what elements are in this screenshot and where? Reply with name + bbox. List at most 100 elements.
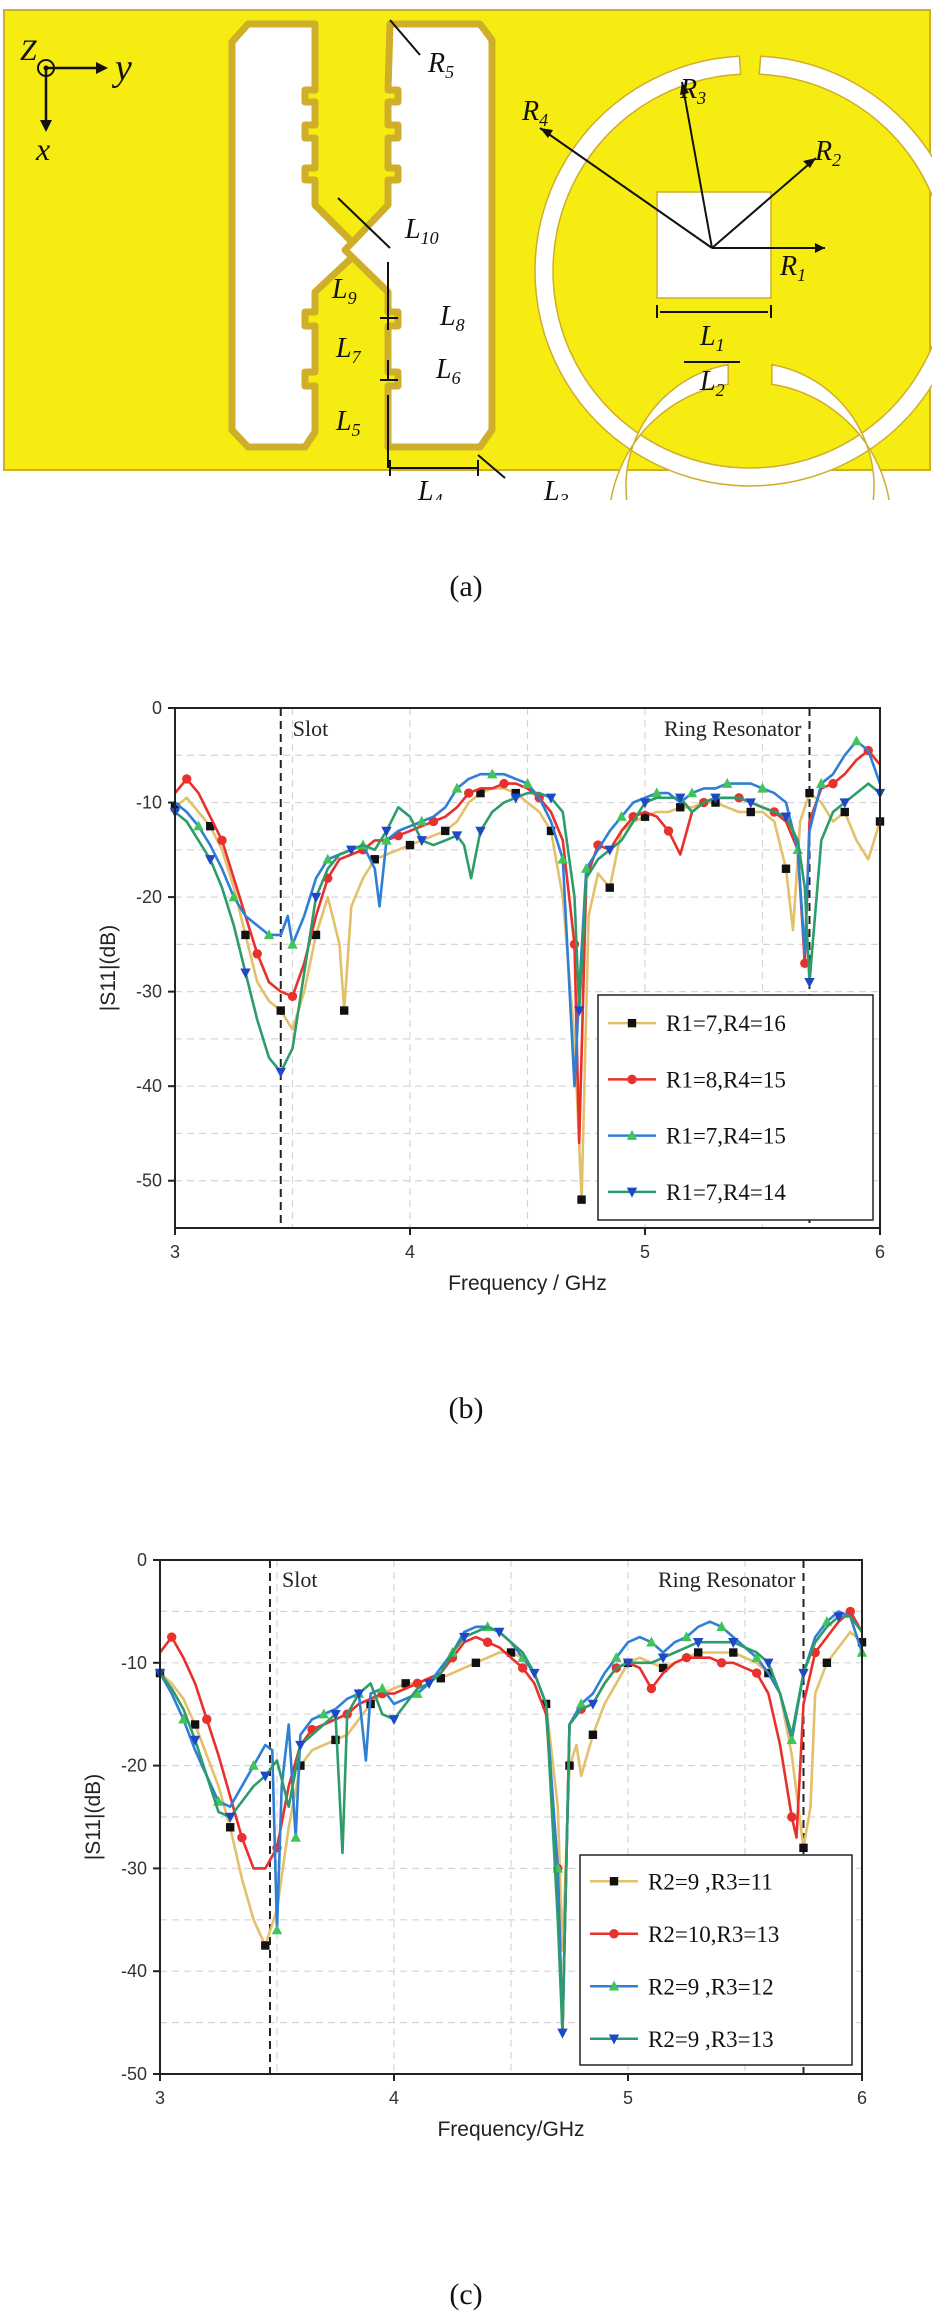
y-tick-label: 0 (137, 1550, 147, 1570)
x-tick-label: 5 (623, 2088, 633, 2108)
data-point (205, 855, 216, 865)
x-tick-label: 5 (640, 1242, 650, 1262)
data-point (487, 768, 498, 779)
y-tick-label: -40 (121, 1961, 147, 1981)
caption-b: (b) (448, 1392, 484, 1425)
data-point (248, 1759, 259, 1770)
data-point (237, 1832, 247, 1843)
x-tick-label: 3 (170, 1242, 180, 1262)
data-point (676, 803, 685, 812)
data-point (681, 1652, 692, 1663)
legend-marker (609, 1877, 619, 1886)
data-point (751, 1651, 762, 1662)
data-point (799, 1843, 808, 1853)
data-point (190, 1720, 200, 1729)
data-point (475, 826, 486, 837)
data-point (290, 1831, 301, 1842)
label-l1: L1 (699, 321, 725, 355)
data-point (388, 1715, 400, 1726)
data-point (604, 845, 615, 856)
y-tick-label: -50 (136, 1171, 162, 1191)
data-point (240, 968, 251, 979)
label-l7: L7 (335, 333, 362, 367)
data-point (657, 1653, 669, 1664)
data-point (206, 821, 215, 831)
data-point (271, 1924, 283, 1935)
data-point (518, 1663, 528, 1673)
series-line (174, 782, 881, 1074)
grid (160, 1560, 862, 2074)
data-point (822, 1658, 832, 1667)
data-point (370, 855, 379, 864)
y-tick-label: -50 (121, 2064, 147, 2084)
data-point (693, 1638, 704, 1648)
data-point (694, 1648, 703, 1657)
x-tick-label: 4 (405, 1242, 415, 1262)
data-point (576, 1698, 587, 1709)
legend-marker (626, 1187, 638, 1198)
label-l3: L3 (543, 476, 569, 500)
annotation-slot: Slot (282, 1567, 317, 1592)
y-tick-label: -30 (136, 982, 162, 1002)
data-point (287, 991, 298, 1002)
data-point (546, 826, 556, 836)
data-point (441, 826, 450, 836)
data-point (522, 777, 533, 788)
data-point (377, 1682, 388, 1693)
data-point (311, 930, 321, 940)
data-point (275, 1067, 286, 1078)
data-point (729, 1648, 738, 1657)
data-point (459, 1632, 470, 1643)
data-point (252, 949, 262, 959)
label-l6: L6 (435, 354, 461, 388)
data-point (416, 815, 427, 826)
legend-box (579, 1854, 853, 2066)
data-point (828, 778, 838, 789)
legend: R2=9 ,R3=11 R2=10,R3=13 R2=9 ,R3=12 R2=9 ,R… (579, 1854, 853, 2066)
caption-a: (a) (449, 570, 483, 603)
data-point (646, 1636, 657, 1647)
axis-y-label: y (111, 47, 132, 89)
data-point (686, 787, 698, 798)
y-tick-label: -30 (121, 1858, 147, 1878)
outer-ring (534, 55, 932, 487)
y-tick-label: -10 (121, 1653, 147, 1673)
series-2 (174, 735, 882, 1088)
data-point (588, 1730, 598, 1739)
data-point (340, 1006, 349, 1015)
legend: R1=7,R4=16 R1=8,R4=15 R1=7,R4=15 R1=7,R4=14 (597, 994, 874, 1221)
data-point (845, 1606, 855, 1617)
y-tick-label: -20 (136, 887, 162, 907)
data-point (506, 1648, 516, 1657)
data-point (167, 1632, 177, 1642)
data-point (412, 1687, 423, 1698)
data-point (217, 835, 227, 846)
data-point (405, 840, 415, 850)
data-point (471, 1658, 481, 1667)
legend-marker (609, 1929, 619, 1939)
radius-arrowheads (540, 82, 825, 253)
label-r1: R1 (779, 251, 806, 285)
data-point (745, 798, 756, 809)
data-point (310, 892, 322, 903)
annotation-ring-resonator: Ring Resonator (664, 716, 802, 741)
data-point (804, 977, 815, 988)
legend-entry: R2=10,R3=13 (648, 1922, 779, 1947)
data-point (839, 798, 850, 809)
data-point (816, 777, 827, 788)
data-point (189, 1735, 201, 1746)
s11-chart-r1-r4: 3 4 5 6 0 -10 -20 -30 -40 -50 Frequency / GHz |S11|… (97, 698, 886, 1295)
series-line (158, 1615, 864, 2035)
data-point (781, 864, 791, 873)
data-point (476, 788, 485, 798)
data-point (716, 1621, 727, 1632)
data-point (763, 1658, 774, 1669)
data-point (780, 812, 792, 823)
x-axis-label: Frequency/GHz (437, 2118, 584, 2141)
x-tick-label: 6 (875, 1242, 885, 1262)
axis-x-label: x (35, 131, 50, 167)
data-point (577, 1195, 586, 1204)
data-point (226, 1823, 235, 1832)
data-point (436, 1674, 445, 1683)
l1-dimension (656, 305, 772, 318)
